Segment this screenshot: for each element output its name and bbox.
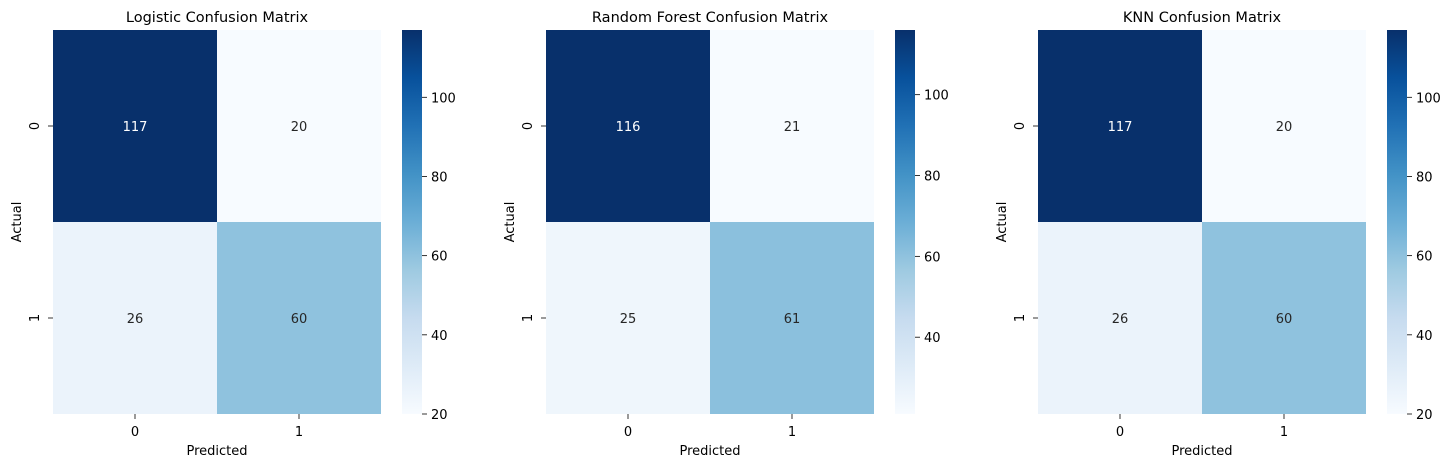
heatmap-cell bbox=[1038, 222, 1202, 414]
heatmap-cell bbox=[1038, 30, 1202, 222]
colorbar bbox=[402, 30, 422, 414]
cell-value-label: 21 bbox=[784, 120, 801, 135]
cell-value-label: 26 bbox=[127, 312, 144, 327]
x-axis-label: Predicted bbox=[186, 444, 247, 459]
cell-value-label: 20 bbox=[291, 120, 308, 135]
colorbar-tick-label: 60 bbox=[431, 250, 448, 265]
heatmap-cell bbox=[710, 30, 874, 222]
x-axis-label: Predicted bbox=[1171, 444, 1232, 459]
x-axis-label: Predicted bbox=[679, 444, 740, 459]
heatmap-cell bbox=[546, 222, 710, 414]
heatmap-cell bbox=[1202, 30, 1366, 222]
cell-value-label: 60 bbox=[1276, 312, 1293, 327]
y-axis-label: Actual bbox=[503, 202, 518, 243]
heatmap-cell bbox=[710, 222, 874, 414]
colorbar-tick-label: 20 bbox=[431, 408, 448, 423]
colorbar-tick-label: 100 bbox=[1416, 91, 1441, 106]
y-axis-label: Actual bbox=[10, 202, 25, 243]
heatmap-cell bbox=[217, 30, 381, 222]
cell-value-label: 60 bbox=[291, 312, 308, 327]
colorbar-tick-label: 20 bbox=[1416, 408, 1433, 423]
heatmap-cell bbox=[53, 30, 217, 222]
y-tick-label: 0 bbox=[1013, 122, 1028, 130]
y-tick-label: 0 bbox=[521, 122, 536, 130]
x-tick-label: 1 bbox=[1280, 425, 1288, 440]
colorbar-tick-label: 80 bbox=[1416, 170, 1433, 185]
colorbar-tick-label: 80 bbox=[924, 170, 941, 185]
colorbar-tick-label: 40 bbox=[924, 331, 941, 346]
y-tick-label: 0 bbox=[28, 122, 43, 130]
cell-value-label: 116 bbox=[616, 120, 641, 135]
heatmap-cell bbox=[217, 222, 381, 414]
heatmap-panel-0: Logistic Confusion Matrix 117 20 26 60 0 1 0 1 Pr… bbox=[10, 10, 456, 459]
colorbar-tick-label: 40 bbox=[1416, 329, 1433, 344]
x-tick-label: 1 bbox=[788, 425, 796, 440]
cell-value-label: 20 bbox=[1276, 120, 1293, 135]
cell-value-label: 26 bbox=[1112, 312, 1129, 327]
colorbar bbox=[1387, 30, 1407, 414]
x-tick-label: 0 bbox=[1116, 425, 1124, 440]
y-tick-label: 1 bbox=[1013, 314, 1028, 322]
colorbar-tick-label: 100 bbox=[924, 89, 949, 104]
heatmap-panel-1: Random Forest Confusion Matrix 116 21 25 61 0… bbox=[503, 10, 949, 459]
cell-value-label: 25 bbox=[620, 312, 637, 327]
cell-value-label: 117 bbox=[1108, 120, 1133, 135]
colorbar-tick-label: 80 bbox=[431, 170, 448, 185]
y-tick-label: 1 bbox=[521, 314, 536, 322]
colorbar-tick-label: 40 bbox=[431, 329, 448, 344]
cell-value-label: 117 bbox=[123, 120, 148, 135]
colorbar-tick-label: 100 bbox=[431, 91, 456, 106]
chart-title: Logistic Confusion Matrix bbox=[126, 10, 309, 26]
colorbar-tick-label: 60 bbox=[924, 250, 941, 265]
y-tick-label: 1 bbox=[28, 314, 43, 322]
colorbar bbox=[895, 30, 915, 414]
colorbar-tick-label: 60 bbox=[1416, 250, 1433, 265]
x-tick-label: 1 bbox=[295, 425, 303, 440]
x-tick-label: 0 bbox=[131, 425, 139, 440]
heatmap-cell bbox=[53, 222, 217, 414]
heatmap-panel-2: KNN Confusion Matrix 117 20 26 60 0 1 0 1 Predict… bbox=[995, 10, 1441, 459]
chart-title: Random Forest Confusion Matrix bbox=[592, 10, 829, 26]
heatmap-cell bbox=[1202, 222, 1366, 414]
x-tick-label: 0 bbox=[624, 425, 632, 440]
y-axis-label: Actual bbox=[995, 202, 1010, 243]
heatmap-cell bbox=[546, 30, 710, 222]
cell-value-label: 61 bbox=[784, 312, 801, 327]
chart-title: KNN Confusion Matrix bbox=[1123, 10, 1282, 26]
